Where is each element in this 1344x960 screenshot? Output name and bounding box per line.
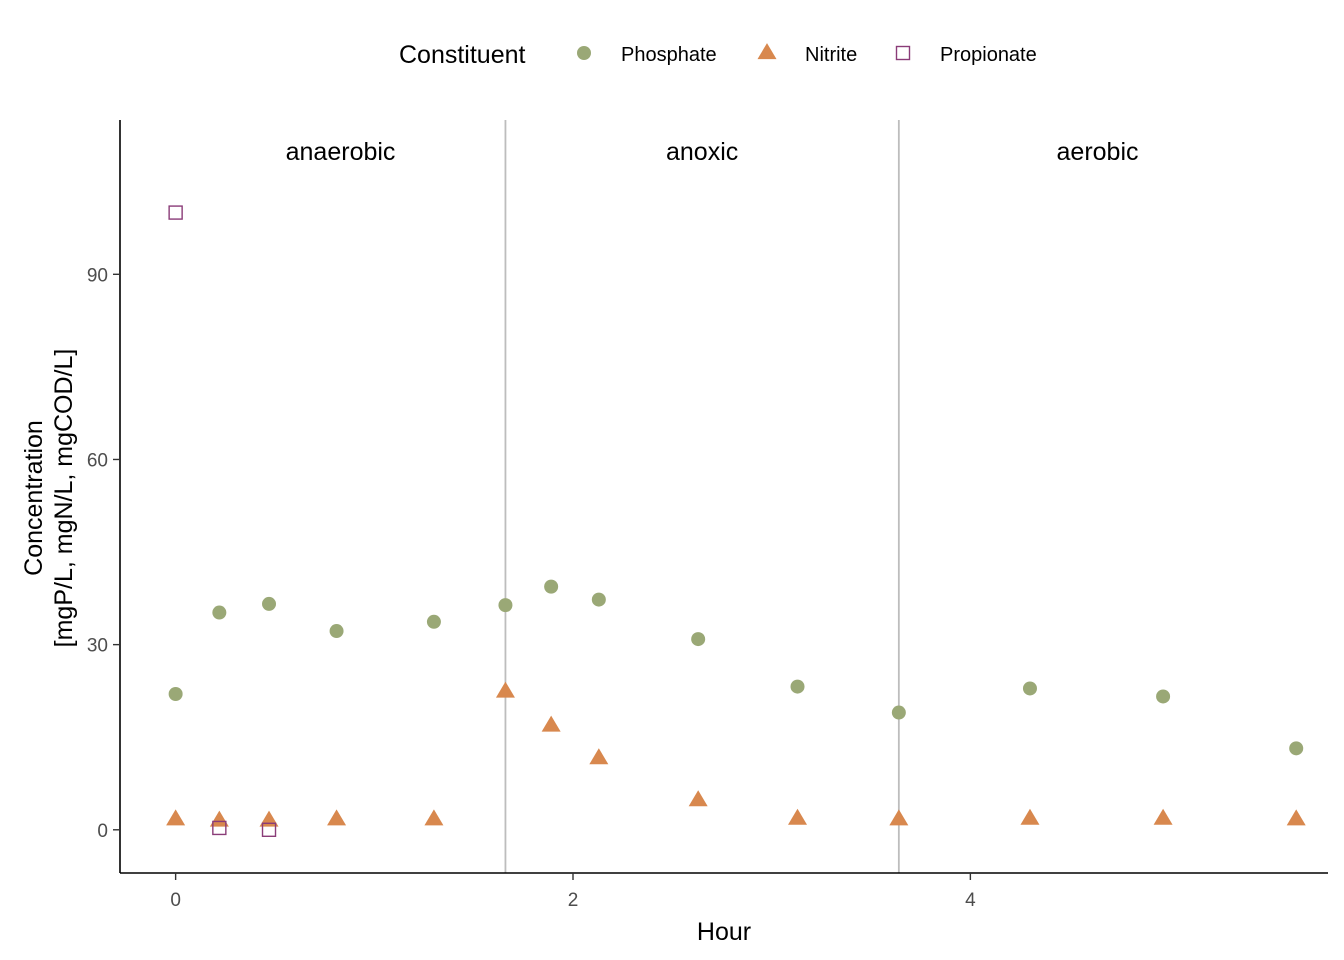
data-point-nitrite: [788, 808, 808, 825]
data-point-nitrite: [541, 715, 561, 732]
y-axis-title-line-2: [mgP/L, mgN/L, mgCOD/L]: [50, 349, 78, 648]
legend-label-nitrite: Nitrite: [805, 44, 857, 66]
plot-area: anaerobic anoxic aerobic 0 2 4 0 30 60 90: [87, 120, 1328, 911]
legend-key-propionate: [895, 45, 911, 61]
legend-label-phosphate: Phosphate: [621, 44, 717, 66]
x-tick-label: 2: [568, 890, 579, 911]
legend-title: Constituent: [399, 41, 526, 69]
data-points: [166, 205, 1306, 837]
y-tick-label: 0: [97, 821, 108, 842]
data-point-phosphate: [329, 624, 344, 639]
data-point-phosphate: [891, 705, 906, 720]
phase-boundaries: [504, 120, 900, 873]
series-propionate: [168, 205, 277, 837]
data-point-nitrite: [209, 810, 229, 827]
data-point-phosphate: [1156, 689, 1171, 704]
x-tick-label: 4: [965, 890, 976, 911]
data-point-nitrite: [1020, 808, 1040, 825]
phase-label: anaerobic: [286, 138, 396, 166]
x-axis-title: Hour: [697, 918, 751, 946]
legend-label-propionate: Propionate: [940, 44, 1037, 66]
data-point-nitrite: [424, 809, 444, 826]
data-point-nitrite: [589, 748, 609, 765]
phase-label: aerobic: [1057, 138, 1139, 166]
data-point-propionate: [261, 822, 277, 837]
y-axis-title-line-1: Concentration: [20, 420, 48, 576]
data-point-phosphate: [262, 596, 277, 611]
x-axis-ticks: 0 2 4: [170, 873, 976, 911]
series-phosphate: [168, 579, 1304, 756]
data-point-nitrite: [327, 809, 347, 826]
data-point-phosphate: [591, 592, 606, 607]
data-point-phosphate: [498, 598, 513, 613]
legend-key-nitrite: [757, 43, 777, 60]
data-point-phosphate: [544, 579, 559, 594]
series-nitrite: [166, 681, 1306, 827]
y-tick-label: 30: [87, 636, 108, 657]
legend-key-phosphate: [577, 46, 591, 60]
y-axis-title: Concentration [mgP/L, mgN/L, mgCOD/L]: [20, 349, 78, 648]
y-tick-label: 90: [87, 265, 108, 286]
data-point-nitrite: [889, 809, 909, 826]
data-point-nitrite: [1153, 808, 1173, 825]
data-point-phosphate: [1022, 681, 1037, 696]
data-point-nitrite: [1286, 809, 1306, 826]
legend: Constituent Phosphate Nitrite Propionate: [399, 41, 1037, 69]
phase-labels: anaerobic anoxic aerobic: [286, 138, 1139, 166]
x-tick-label: 0: [170, 890, 181, 911]
data-point-phosphate: [426, 614, 441, 629]
legend-items: Phosphate Nitrite Propionate: [577, 43, 1037, 66]
data-point-nitrite: [495, 681, 515, 698]
y-axis-ticks: 0 30 60 90: [87, 265, 120, 842]
data-point-phosphate: [790, 679, 805, 694]
data-point-propionate: [212, 820, 227, 836]
data-point-phosphate: [1289, 741, 1304, 756]
y-tick-label: 60: [87, 450, 108, 471]
data-point-phosphate: [212, 605, 227, 620]
data-point-nitrite: [166, 809, 186, 826]
data-point-phosphate: [691, 632, 706, 647]
data-point-phosphate: [168, 687, 183, 702]
data-point-nitrite: [688, 790, 708, 807]
data-point-propionate: [168, 205, 183, 220]
phase-label: anoxic: [666, 138, 738, 166]
